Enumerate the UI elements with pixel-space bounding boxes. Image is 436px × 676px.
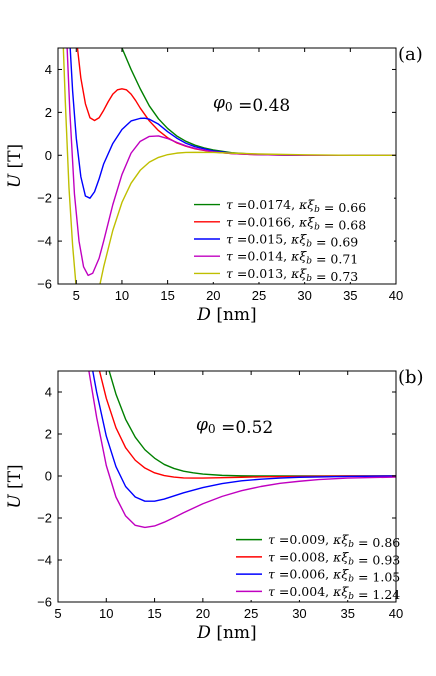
legend-label: τ =0.015, κξb = 0.69 (226, 232, 358, 250)
x-tick-label: 35 (340, 606, 354, 621)
y-tick-label: −4 (37, 234, 52, 249)
legend-label: τ =0.0166, κξb = 0.68 (226, 214, 366, 232)
y-axis-label: U [T] (5, 464, 25, 508)
x-tick-label: 25 (244, 606, 258, 621)
plot-frame (57, 370, 397, 603)
chart-panel-a: 5 10 15 20 25 30 35 40 −6 −4 −2 0 2 4 D [nm] U [T] (a) φ0… (5, 44, 423, 325)
y-axis-label: U [T] (5, 144, 25, 188)
x-tick-label: 40 (389, 606, 403, 621)
panel-label: (a) (398, 44, 423, 65)
series-line-4 (62, 48, 77, 284)
x-tick-label: 10 (99, 606, 113, 621)
plot-frame (57, 47, 397, 285)
chart-panel-b: 5 10 15 20 25 30 35 40 −6 −4 −2 0 2 4 D [nm] U [T] (b) φ0… (5, 367, 424, 643)
x-axis-label: D [nm] (196, 623, 256, 643)
x-tick-label: 15 (160, 288, 174, 303)
legend-label: τ =0.0174, κξb = 0.66 (226, 197, 366, 215)
legend-label: τ =0.006, κξb = 1.05 (268, 567, 400, 585)
panel-label: (b) (398, 367, 424, 388)
legend-label: τ =0.013, κξb = 0.73 (226, 266, 358, 284)
y-tick-label: 4 (45, 62, 52, 77)
x-tick-label: 30 (297, 288, 311, 303)
series-line-3 (88, 371, 396, 529)
phi-annotation: φ0 =0.48 (213, 93, 290, 116)
series-line-2 (92, 371, 396, 502)
x-tick-label: 20 (196, 606, 210, 621)
x-axis-label: D [nm] (196, 305, 256, 325)
y-tick-label: −4 (37, 553, 52, 568)
y-tick-label: 4 (45, 385, 52, 400)
y-tick-label: −6 (37, 277, 52, 292)
x-tick-label: 30 (292, 606, 306, 621)
y-tick-label: 0 (45, 469, 52, 484)
y-tick-label: 2 (45, 105, 52, 120)
series-line-0 (121, 48, 396, 156)
legend-label: τ =0.014, κξb = 0.71 (226, 249, 358, 267)
x-tick-label: 10 (115, 288, 129, 303)
phi-annotation: φ0 =0.52 (196, 415, 273, 438)
y-tick-label: 2 (45, 427, 52, 442)
x-tick-label: 35 (343, 288, 357, 303)
legend-label: τ =0.009, κξb = 0.86 (268, 532, 400, 550)
x-tick-label: 5 (54, 606, 61, 621)
y-tick-label: −2 (37, 511, 52, 526)
y-tick-label: 0 (45, 148, 52, 163)
legend-box (190, 196, 394, 282)
series-line-5 (99, 151, 396, 284)
x-tick-label: 25 (252, 288, 266, 303)
legend-label: τ =0.008, κξb = 0.93 (268, 549, 400, 567)
legend-label: τ =0.004, κξb = 1.24 (268, 584, 400, 602)
y-tick-label: −2 (37, 191, 52, 206)
x-tick-label: 5 (73, 288, 80, 303)
x-tick-label: 40 (389, 288, 403, 303)
series-line-1 (98, 371, 396, 479)
x-tick-label: 15 (147, 606, 161, 621)
legend-box (232, 531, 394, 600)
y-tick-label: −6 (37, 595, 52, 610)
x-tick-label: 20 (206, 288, 220, 303)
